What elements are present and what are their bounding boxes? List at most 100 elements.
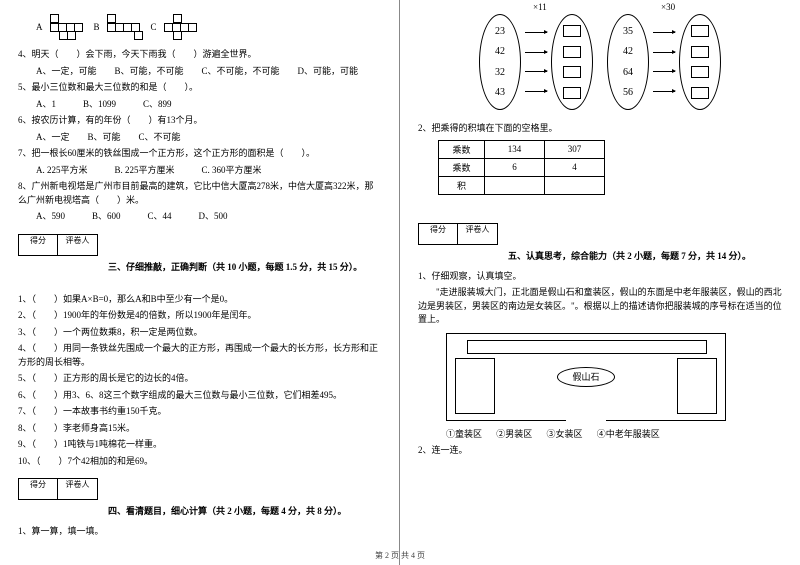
- result-box: [563, 87, 581, 99]
- section-4-title: 四、看清题目，细心计算（共 2 小题，每题 4 分，共 8 分）。: [108, 504, 381, 517]
- oval-left-2: 35 42 64 56: [607, 14, 649, 110]
- entrance-gap: [566, 415, 606, 421]
- section-3-title: 三、仔细推敲，正确判断（共 10 小题，每题 1.5 分，共 15 分）。: [108, 260, 381, 273]
- oval-left-1: 23 42 32 43: [479, 14, 521, 110]
- arrow-icon: [525, 91, 547, 92]
- table-cell: 乘数: [439, 140, 485, 158]
- score-cell: 得分: [18, 478, 58, 500]
- q6: 6、按农历计算，有的年份（ ）有13个月。: [18, 114, 381, 128]
- arrow-icon: [653, 52, 675, 53]
- q4: 4、明天（ ）会下雨，今天下雨我（ ）游遍全世界。: [18, 48, 381, 62]
- score-cell: 得分: [418, 223, 458, 245]
- region-top: [467, 340, 707, 354]
- result-box: [691, 87, 709, 99]
- legend-item: ②男装区: [496, 427, 532, 440]
- j5: 5、（ ）正方形的周长是它的边长的4倍。: [18, 372, 381, 386]
- oval-val: 42: [623, 46, 633, 57]
- table-row: 乘数 6 4: [439, 158, 605, 176]
- oval-val: 42: [495, 46, 505, 57]
- q7-options: A. 225平方米 B. 225平方厘米 C. 360平方厘米: [18, 164, 381, 178]
- shape-c: [165, 14, 200, 40]
- q8: 8、广州新电视塔是广州市目前最高的建筑，它比中信大厦高278米，中信大厦高322…: [18, 180, 381, 207]
- score-box-2: 得分 评卷人: [18, 478, 381, 500]
- region-left: [455, 358, 495, 414]
- label-b: B: [94, 22, 100, 32]
- score-box-3: 得分 评卷人: [418, 223, 782, 245]
- arrows: [653, 23, 675, 101]
- result-box: [563, 25, 581, 37]
- oval-pair-1: ×11 23 42 32 43: [479, 14, 593, 110]
- q6-options: A、一定 B、可能 C、不可能: [18, 131, 381, 145]
- table-row: 积: [439, 176, 605, 194]
- legend-item: ③女装区: [547, 427, 583, 440]
- arrow-icon: [525, 71, 547, 72]
- oval-val: 56: [623, 87, 633, 98]
- j1: 1、（ ）如果A×B=0，那么A和B中至少有一个是0。: [18, 293, 381, 307]
- label-c: C: [151, 22, 157, 32]
- s1-text: "走进服装城大门，正北面是假山石和童装区，假山的东面是中老年服装区，假山的西北边…: [418, 286, 782, 327]
- s2: 2、连一连。: [418, 444, 782, 458]
- table-cell: 134: [485, 140, 545, 158]
- table-cell: 307: [545, 140, 605, 158]
- result-box: [691, 46, 709, 58]
- oval-right-2: [679, 14, 721, 110]
- table-cell: [545, 176, 605, 194]
- mult-label-2: ×30: [661, 2, 675, 12]
- j10: 10、（ ）7个42相加的和是69。: [18, 455, 381, 469]
- score-box: 得分 评卷人: [18, 234, 381, 256]
- table-row: 乘数 134 307: [439, 140, 605, 158]
- result-box: [563, 46, 581, 58]
- shape-options: A B C: [36, 14, 381, 40]
- label-a: A: [36, 22, 43, 32]
- arrow-icon: [653, 32, 675, 33]
- region-right: [677, 358, 717, 414]
- result-box: [691, 25, 709, 37]
- grader-cell: 评卷人: [58, 234, 98, 256]
- page-footer: 第 2 页 共 4 页: [0, 550, 800, 561]
- oval-val: 43: [495, 87, 505, 98]
- fake-rock-label: 假山石: [557, 367, 615, 387]
- arrows: [525, 23, 547, 101]
- shape-a: [51, 14, 86, 40]
- oval-val: 35: [623, 26, 633, 37]
- legend-item: ①童装区: [446, 427, 482, 440]
- q5: 5、最小三位数和最大三位数的和是（ ）。: [18, 81, 381, 95]
- arrow-icon: [525, 32, 547, 33]
- arrow-icon: [653, 91, 675, 92]
- j3: 3、（ ）一个两位数乘8，积一定是两位数。: [18, 326, 381, 340]
- calc-q1: 1、算一算，填一填。: [18, 525, 381, 539]
- table-cell: 4: [545, 158, 605, 176]
- j9: 9、（ ）1吨铁与1吨棉花一样重。: [18, 438, 381, 452]
- table-cell: 6: [485, 158, 545, 176]
- j6: 6、（ ）用3、6、8这三个数字组成的最大三位数与最小三位数，它们相差495。: [18, 389, 381, 403]
- mult-label-1: ×11: [533, 2, 547, 12]
- multiplication-table: 乘数 134 307 乘数 6 4 积: [438, 140, 605, 195]
- legend: ①童装区 ②男装区 ③女装区 ④中老年服装区: [446, 427, 782, 440]
- table-cell: 积: [439, 176, 485, 194]
- oval-val: 23: [495, 26, 505, 37]
- q4-options: A、一定，可能 B、可能，不可能 C、不可能，不可能 D、可能，可能: [18, 65, 381, 79]
- score-cell: 得分: [18, 234, 58, 256]
- left-column: A B C 4、明天（ ）会下雨，今天下雨我（ ）游遍全世界。 A、一定，可能 …: [0, 0, 400, 565]
- right-column: ×11 23 42 32 43 ×30 35: [400, 0, 800, 565]
- calc-q2: 2、把乘得的积填在下面的空格里。: [418, 122, 782, 136]
- table-cell: [485, 176, 545, 194]
- j7: 7、（ ）一本故事书约重150千克。: [18, 405, 381, 419]
- section-5-title: 五、认真思考，综合能力（共 2 小题，每题 7 分，共 14 分）。: [508, 249, 782, 262]
- table-cell: 乘数: [439, 158, 485, 176]
- j4: 4、（ ）用同一条铁丝先围成一个最大的正方形，再围成一个最大的长方形，长方形和正…: [18, 342, 381, 369]
- j2: 2、（ ）1900年的年份数是4的倍数，所以1900年是闰年。: [18, 309, 381, 323]
- arrow-icon: [653, 71, 675, 72]
- legend-item: ④中老年服装区: [597, 427, 660, 440]
- shape-b: [108, 14, 143, 40]
- q8-options: A、590 B、600 C、44 D、500: [18, 210, 381, 224]
- j8: 8、（ ）李老师身高15米。: [18, 422, 381, 436]
- layout-diagram: 假山石: [446, 333, 726, 421]
- grader-cell: 评卷人: [58, 478, 98, 500]
- grader-cell: 评卷人: [458, 223, 498, 245]
- oval-right-1: [551, 14, 593, 110]
- result-box: [563, 66, 581, 78]
- result-box: [691, 66, 709, 78]
- oval-diagrams: ×11 23 42 32 43 ×30 35: [418, 14, 782, 110]
- s1: 1、仔细观察，认真填空。: [418, 270, 782, 284]
